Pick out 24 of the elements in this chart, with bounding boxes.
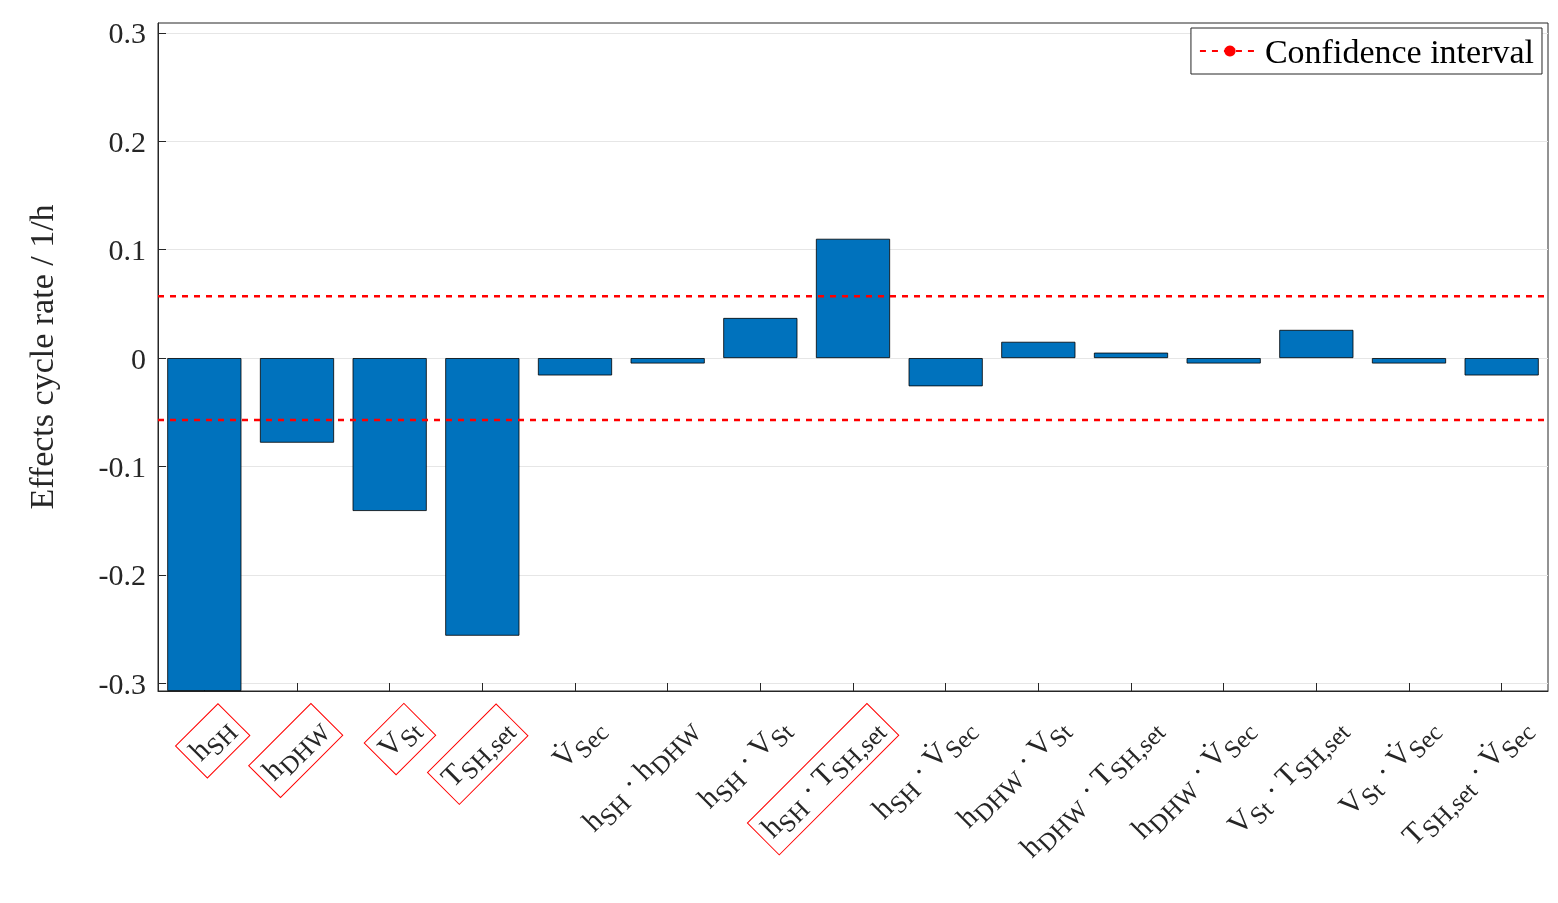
bar (1001, 341, 1076, 359)
bar (1093, 352, 1169, 359)
bar (352, 358, 427, 511)
bar (908, 358, 983, 387)
bar (537, 358, 613, 376)
bar (630, 358, 705, 364)
bar (259, 358, 335, 443)
bar (1186, 358, 1261, 364)
bar (445, 358, 520, 636)
y-tick-label: 0 (131, 341, 146, 375)
bar (1371, 358, 1447, 364)
y-axis-title: Effects cycle rate / 1/h (22, 204, 60, 510)
legend-label: Confidence interval (1264, 32, 1534, 70)
y-tick-label: 0.2 (108, 124, 146, 158)
bar (1464, 358, 1539, 376)
y-tick-label: 0.1 (108, 233, 146, 267)
bar (723, 317, 798, 359)
bar (815, 238, 891, 359)
bar (1279, 329, 1354, 359)
y-tick-label: 0.3 (108, 16, 146, 50)
y-tick-label: -0.2 (98, 558, 146, 592)
bar (167, 358, 242, 691)
y-tick-label: -0.1 (98, 450, 146, 484)
y-tick-label: -0.3 (98, 666, 146, 700)
